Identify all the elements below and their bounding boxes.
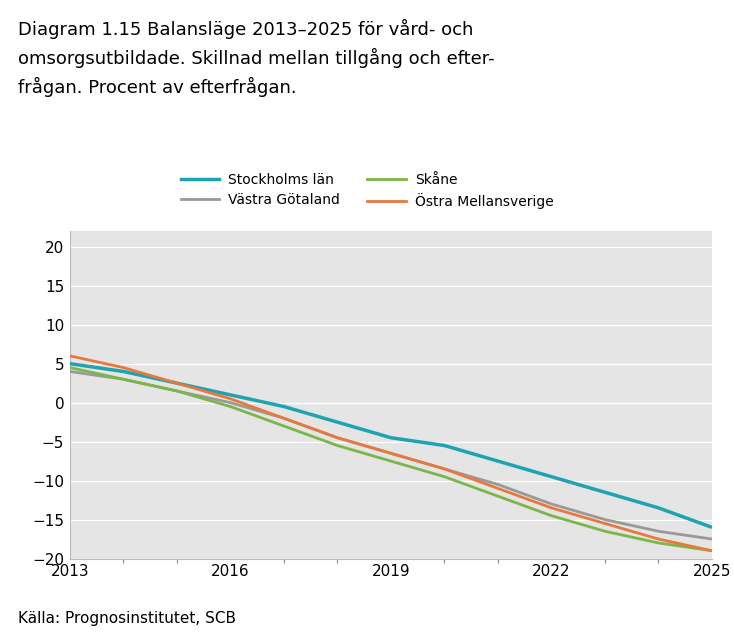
Text: Källa: Prognosinstitutet, SCB: Källa: Prognosinstitutet, SCB: [18, 611, 236, 626]
Legend: Stockholms län, Västra Götaland, Skåne, Östra Mellansverige: Stockholms län, Västra Götaland, Skåne, …: [181, 173, 553, 209]
Text: Diagram 1.15 Balansläge 2013–2025 för vård- och
omsorgsutbildade. Skillnad mella: Diagram 1.15 Balansläge 2013–2025 för vå…: [18, 19, 495, 97]
